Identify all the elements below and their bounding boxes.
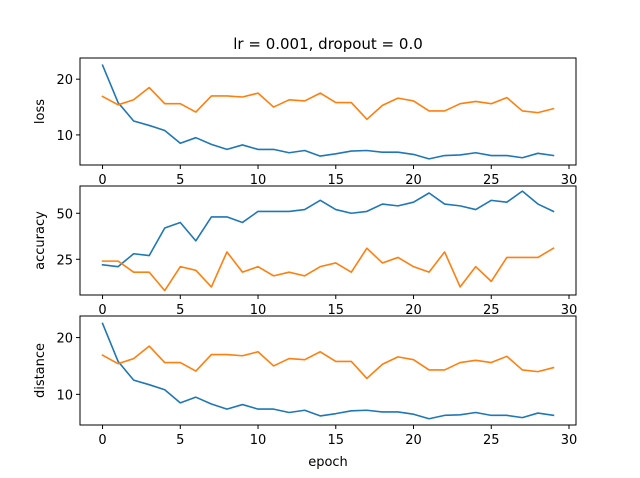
series-line-2 [101, 86, 555, 121]
x-tick-label: 0 [98, 303, 106, 318]
series-line-1 [101, 64, 555, 160]
y-tick-label: 20 [56, 332, 73, 347]
x-tick-label: 20 [405, 433, 422, 448]
x-tick-label: 0 [98, 433, 106, 448]
x-axis-label: epoch [308, 455, 348, 470]
y-tick-label: 20 [56, 73, 73, 88]
subplot-2: 0 5 10 15 20 25 30 25 50 accuracy [33, 185, 578, 318]
x-tick-label: 30 [561, 173, 578, 188]
x-tick-label: 0 [98, 173, 106, 188]
x-tick-label: 20 [405, 173, 422, 188]
subplot-3: 0 5 10 15 20 25 30 10 20 distance epoch [33, 315, 578, 470]
x-tick-label: 30 [561, 303, 578, 318]
subplot-1: 0 5 10 15 20 25 30 10 20 loss [33, 57, 578, 188]
x-tick-label: 25 [483, 433, 500, 448]
y-tick-label: 10 [56, 388, 73, 403]
axes-frame [79, 315, 577, 426]
y-tick-label: 50 [56, 207, 73, 222]
x-tick-label: 10 [250, 173, 267, 188]
x-tick-label: 15 [328, 303, 345, 318]
y-axis-label: distance [33, 343, 48, 398]
x-tick-label: 5 [176, 173, 184, 188]
series-line-2 [101, 345, 555, 380]
series-line-2 [101, 247, 555, 292]
y-axis-label: accuracy [33, 211, 48, 270]
axes-frame [79, 185, 577, 296]
axes-frame [79, 57, 577, 166]
x-tick-label: 5 [176, 303, 184, 318]
x-tick-label: 10 [250, 433, 267, 448]
x-tick-label: 20 [405, 303, 422, 318]
y-tick-label: 10 [56, 129, 73, 144]
x-tick-label: 5 [176, 433, 184, 448]
series-line-1 [101, 322, 555, 420]
x-tick-label: 25 [483, 303, 500, 318]
x-tick-label: 15 [328, 433, 345, 448]
figure-title: lr = 0.001, dropout = 0.0 [233, 35, 423, 53]
x-tick-label: 10 [250, 303, 267, 318]
series-line-1 [101, 190, 555, 268]
x-tick-label: 15 [328, 173, 345, 188]
x-tick-label: 25 [483, 173, 500, 188]
y-axis-label: loss [33, 99, 48, 124]
x-tick-label: 30 [561, 433, 578, 448]
y-tick-label: 25 [56, 253, 73, 268]
